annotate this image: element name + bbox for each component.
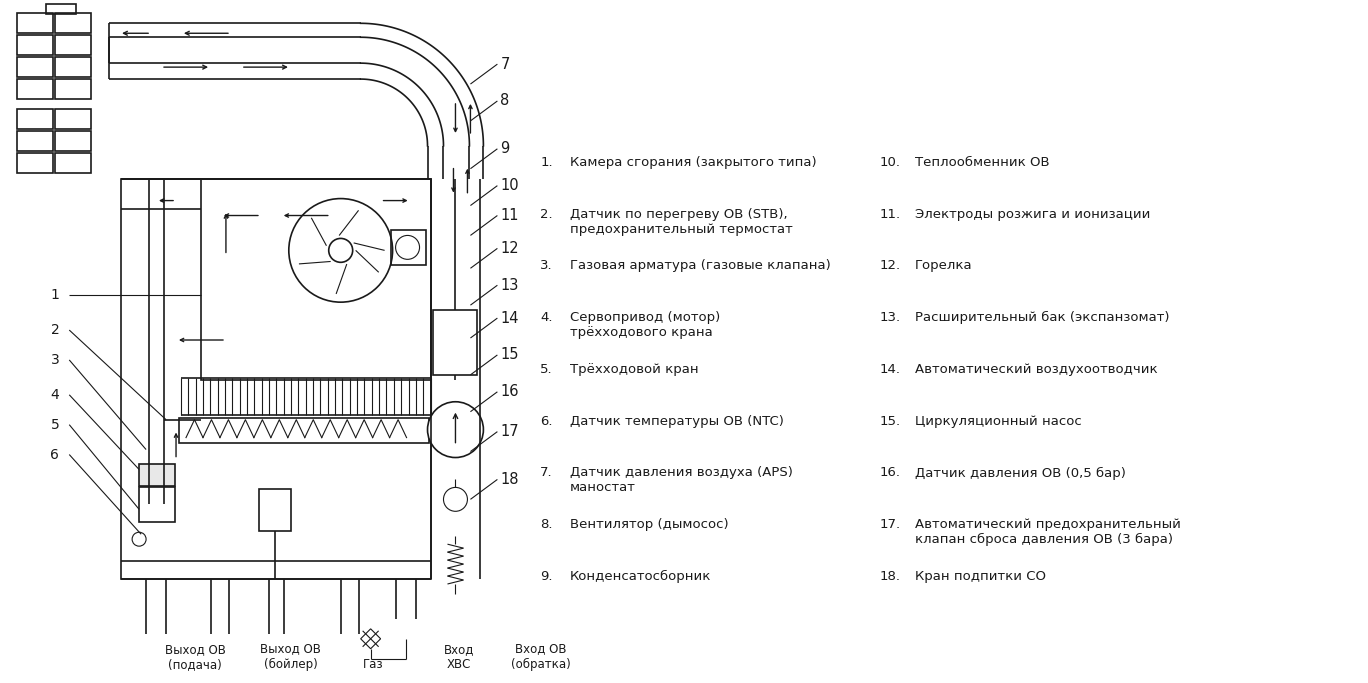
Text: Датчик давления ОВ (0,5 бар): Датчик давления ОВ (0,5 бар): [915, 466, 1126, 479]
Bar: [55, 57, 92, 77]
Text: 8.: 8.: [540, 518, 553, 531]
Text: 4: 4: [51, 388, 59, 402]
Circle shape: [428, 402, 483, 458]
Text: 14: 14: [501, 311, 518, 326]
Text: Выход ОВ
(подача): Выход ОВ (подача): [164, 643, 226, 671]
Text: Камера сгорания (закрытого типа): Камера сгорания (закрытого типа): [570, 156, 817, 169]
Bar: [18, 57, 53, 77]
Text: 10.: 10.: [880, 156, 900, 169]
Text: Вентилятор (дымосос): Вентилятор (дымосос): [570, 518, 729, 531]
Bar: [55, 79, 92, 99]
Text: 2.: 2.: [540, 208, 553, 221]
Circle shape: [395, 236, 420, 260]
Text: Вход
ХВС: Вход ХВС: [443, 643, 473, 671]
Text: 9: 9: [501, 141, 510, 156]
Text: Теплообменник ОВ: Теплообменник ОВ: [915, 156, 1049, 169]
Text: 2: 2: [51, 323, 59, 337]
Bar: [432, 310, 477, 375]
Text: 13: 13: [501, 278, 518, 293]
Text: 3.: 3.: [540, 260, 553, 273]
Text: 15.: 15.: [880, 415, 900, 428]
Bar: [55, 109, 92, 129]
Circle shape: [328, 238, 353, 262]
Bar: [122, 179, 431, 579]
Text: Газовая арматура (газовые клапана): Газовая арматура (газовые клапана): [570, 260, 830, 273]
Bar: [18, 153, 53, 173]
Text: 12.: 12.: [880, 260, 900, 273]
Bar: [179, 418, 428, 443]
Text: 16: 16: [501, 385, 518, 400]
Text: Датчик по перегреву ОВ (STB),
предохранительный термостат: Датчик по перегреву ОВ (STB), предохрани…: [570, 208, 793, 236]
Text: 10: 10: [501, 178, 518, 193]
Text: Датчик давления воздуха (APS)
маностат: Датчик давления воздуха (APS) маностат: [570, 466, 793, 494]
Text: 1.: 1.: [540, 156, 553, 169]
Bar: [18, 36, 53, 55]
Bar: [18, 109, 53, 129]
Text: Выход ОВ
(бойлер): Выход ОВ (бойлер): [260, 643, 321, 671]
Bar: [140, 464, 175, 486]
Bar: [201, 179, 431, 380]
Bar: [55, 131, 92, 151]
Text: 1: 1: [51, 288, 59, 302]
Bar: [259, 490, 291, 531]
Bar: [55, 14, 92, 33]
Text: 6.: 6.: [540, 415, 553, 428]
Text: 18.: 18.: [880, 570, 900, 583]
Bar: [18, 131, 53, 151]
Text: 18: 18: [501, 472, 518, 487]
Text: 16.: 16.: [880, 466, 900, 479]
Text: 9.: 9.: [540, 570, 553, 583]
Text: 8: 8: [501, 94, 510, 109]
Text: Автоматический предохранительный
клапан сброса давления ОВ (3 бара): Автоматический предохранительный клапан …: [915, 518, 1181, 546]
Text: 15: 15: [501, 348, 518, 363]
Circle shape: [133, 532, 146, 546]
Circle shape: [289, 199, 393, 302]
Polygon shape: [361, 629, 380, 649]
Text: 7: 7: [501, 57, 510, 72]
Text: Сервопривод (мотор)
трёхходового крана: Сервопривод (мотор) трёхходового крана: [570, 311, 721, 339]
Text: 17: 17: [501, 424, 518, 439]
Text: 14.: 14.: [880, 363, 900, 376]
Text: 6: 6: [51, 447, 59, 462]
Text: 5: 5: [51, 418, 59, 432]
Text: 12: 12: [501, 241, 518, 256]
Text: Датчик температуры ОВ (NTC): Датчик температуры ОВ (NTC): [570, 415, 784, 428]
Text: 11.: 11.: [880, 208, 900, 221]
Text: 4.: 4.: [540, 311, 553, 324]
Text: Автоматический воздухоотводчик: Автоматический воздухоотводчик: [915, 363, 1157, 376]
Bar: [140, 488, 175, 522]
Text: Горелка: Горелка: [915, 260, 973, 273]
Text: Трёхходовой кран: Трёхходовой кран: [570, 363, 699, 376]
Text: Конденсатосборник: Конденсатосборник: [570, 570, 711, 583]
Circle shape: [443, 488, 468, 512]
Bar: [391, 230, 425, 265]
Text: Расширительный бак (экспанзомат): Расширительный бак (экспанзомат): [915, 311, 1170, 324]
Text: 17.: 17.: [880, 518, 900, 531]
Bar: [47, 4, 77, 14]
Text: Циркуляционный насос: Циркуляционный насос: [915, 415, 1081, 428]
Text: 5.: 5.: [540, 363, 553, 376]
Text: Вход ОВ
(обратка): Вход ОВ (обратка): [510, 643, 570, 671]
Bar: [55, 153, 92, 173]
Text: 3: 3: [51, 353, 59, 367]
Bar: [18, 14, 53, 33]
Text: 11: 11: [501, 208, 518, 223]
Text: Газ: Газ: [363, 658, 383, 671]
Bar: [55, 36, 92, 55]
Text: Кран подпитки СО: Кран подпитки СО: [915, 570, 1045, 583]
Text: 13.: 13.: [880, 311, 900, 324]
Text: Электроды розжига и ионизации: Электроды розжига и ионизации: [915, 208, 1150, 221]
Bar: [18, 79, 53, 99]
Text: 7.: 7.: [540, 466, 553, 479]
